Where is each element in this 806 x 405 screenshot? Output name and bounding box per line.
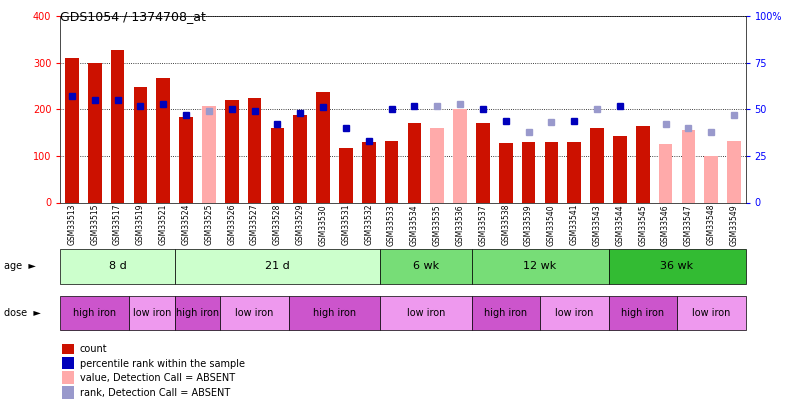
Bar: [636, 126, 650, 202]
Text: low iron: low iron: [407, 308, 445, 318]
Text: rank, Detection Call = ABSENT: rank, Detection Call = ABSENT: [80, 388, 230, 398]
Bar: [472, 296, 540, 330]
Bar: [567, 142, 581, 202]
Bar: [590, 128, 604, 202]
Bar: [704, 156, 718, 202]
Text: high iron: high iron: [484, 308, 527, 318]
Bar: [220, 296, 289, 330]
Text: high iron: high iron: [176, 308, 219, 318]
Bar: [62, 371, 74, 384]
Bar: [613, 136, 627, 202]
Bar: [289, 296, 380, 330]
Bar: [60, 296, 129, 330]
Text: GDS1054 / 1374708_at: GDS1054 / 1374708_at: [60, 10, 206, 23]
Bar: [380, 249, 472, 284]
Text: low iron: low iron: [133, 308, 171, 318]
Bar: [499, 143, 513, 202]
Bar: [453, 109, 467, 202]
Bar: [65, 58, 79, 202]
Text: count: count: [80, 344, 107, 354]
Bar: [175, 249, 380, 284]
Text: age  ►: age ►: [4, 261, 36, 271]
Text: low iron: low iron: [235, 308, 274, 318]
Bar: [271, 128, 285, 202]
Bar: [225, 100, 239, 202]
Bar: [472, 249, 609, 284]
Bar: [134, 87, 147, 202]
Bar: [609, 249, 746, 284]
Bar: [179, 117, 193, 202]
Bar: [110, 50, 124, 202]
Text: 21 d: 21 d: [265, 261, 290, 271]
Bar: [202, 106, 216, 202]
Bar: [540, 296, 609, 330]
Text: high iron: high iron: [73, 308, 116, 318]
Bar: [60, 249, 175, 284]
Bar: [380, 296, 472, 330]
Bar: [129, 296, 175, 330]
Bar: [362, 142, 376, 202]
Text: value, Detection Call = ABSENT: value, Detection Call = ABSENT: [80, 373, 235, 383]
Text: 12 wk: 12 wk: [523, 261, 557, 271]
Bar: [408, 123, 422, 202]
Text: dose  ►: dose ►: [4, 308, 41, 318]
Bar: [339, 148, 353, 202]
Bar: [659, 144, 672, 202]
Text: 6 wk: 6 wk: [413, 261, 439, 271]
Text: 36 wk: 36 wk: [660, 261, 694, 271]
Bar: [247, 98, 261, 202]
Text: high iron: high iron: [313, 308, 356, 318]
Bar: [62, 342, 74, 354]
Bar: [88, 63, 102, 202]
Bar: [545, 142, 559, 202]
Bar: [62, 357, 74, 369]
Bar: [316, 92, 330, 202]
Text: low iron: low iron: [555, 308, 593, 318]
Bar: [476, 123, 490, 202]
Bar: [293, 115, 307, 202]
Bar: [384, 141, 398, 202]
Bar: [521, 142, 535, 202]
Text: low iron: low iron: [692, 308, 730, 318]
Bar: [62, 386, 74, 399]
Bar: [156, 78, 170, 202]
Bar: [175, 296, 220, 330]
Bar: [609, 296, 677, 330]
Bar: [682, 130, 696, 202]
Text: 8 d: 8 d: [109, 261, 127, 271]
Bar: [727, 141, 741, 202]
Text: percentile rank within the sample: percentile rank within the sample: [80, 358, 245, 369]
Bar: [430, 128, 444, 202]
Bar: [677, 296, 746, 330]
Text: high iron: high iron: [621, 308, 664, 318]
